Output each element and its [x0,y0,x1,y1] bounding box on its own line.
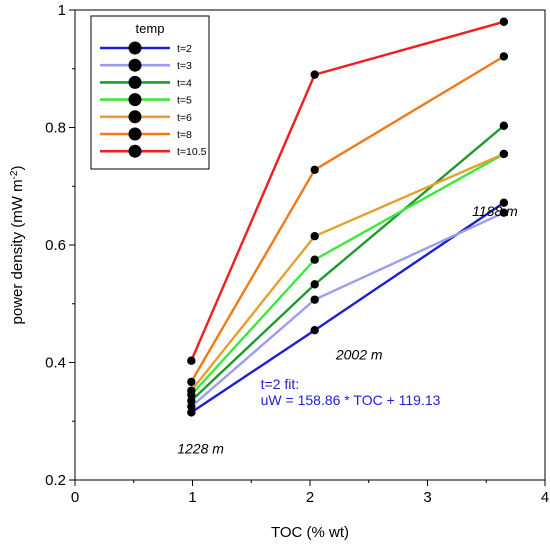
y-tick-label: 0.2 [45,472,66,489]
fit-equation-formula: uW = 158.86 * TOC + 119.13 [261,392,441,408]
legend-title: temp [136,21,165,36]
y-tick-label: 0.8 [45,120,66,137]
fit-equation-title: t=2 fit: [261,376,300,392]
annotations-layer: 1228 m 2002 m 1188 m t=2 fit:uW = 158.86 * … [177,203,518,456]
legend-swatch-marker [128,41,142,55]
legend-box [90,15,210,170]
legend-swatch-marker [128,110,142,124]
data-point-t=10.5 [187,356,196,365]
x-tick-label: 2 [306,489,314,506]
data-point-t=3 [499,208,509,217]
legend-label: t=5 [177,95,192,107]
data-point-t=8 [310,165,319,174]
series-layer [187,17,509,417]
data-point-t=3 [187,402,196,411]
y-tick-label: 0.6 [45,237,66,254]
annotation-depth-1188: 1188 m [472,203,518,219]
data-point-t=4 [499,121,509,130]
legend-label: t=2 [177,43,192,55]
legend-swatch-marker [128,58,142,72]
axis-ticks: 0 1 2 3 4 0.2 0.4 0.6 0.8 1 [45,2,549,506]
x-tick-label: 1 [188,489,196,506]
legend-swatch-marker [128,75,142,89]
y-tick-label: 0.4 [45,355,66,372]
legend-swatch-marker [128,144,142,158]
y-tick-label: 1 [58,2,66,19]
y-axis-label-superscript: -2 [9,170,20,179]
annotation-depth-1228: 1228 m [177,441,224,457]
y-axis-label-main: power density (mW m [9,179,26,324]
legend-swatch-marker [128,127,142,141]
series-line-t=10.5 [190,20,505,362]
data-point-t=10.5 [310,70,319,79]
data-point-t=6 [310,231,319,241]
data-point-t=8 [499,52,509,61]
data-point-t=5 [310,255,319,264]
legend: temp t=2 t=3 t=4 t=5 t=6 t=8 t=10.5 [90,15,210,170]
data-point-t=10.5 [499,17,509,26]
legend-swatch-marker [128,93,142,107]
x-tick-label: 0 [71,489,79,506]
data-point-t=2 [310,325,319,335]
data-point-t=6 [499,149,509,159]
y-axis-label: power density (mW m-2) [9,166,26,325]
y-axis-label-close: ) [9,166,26,171]
legend-items: t=2 t=3 t=4 t=5 t=6 t=8 t=10.5 [100,41,207,158]
x-tick-label: 4 [541,489,549,506]
data-point-t=3 [310,295,319,304]
legend-label: t=8 [177,129,192,141]
legend-label: t=3 [177,60,192,72]
legend-label: t=6 [177,112,192,124]
data-point-t=4 [187,396,196,405]
legend-label: t=10.5 [177,146,207,158]
x-tick-label: 3 [423,489,431,506]
data-point-t=2 [187,408,196,417]
data-point-t=2 [499,198,509,207]
x-axis-label: TOC (% wt) [271,524,349,541]
data-point-t=8 [187,377,196,387]
annotation-depth-2002: 2002 m [335,347,383,363]
data-point-t=4 [310,280,319,289]
legend-label: t=4 [177,77,192,89]
data-point-t=6 [187,386,196,395]
